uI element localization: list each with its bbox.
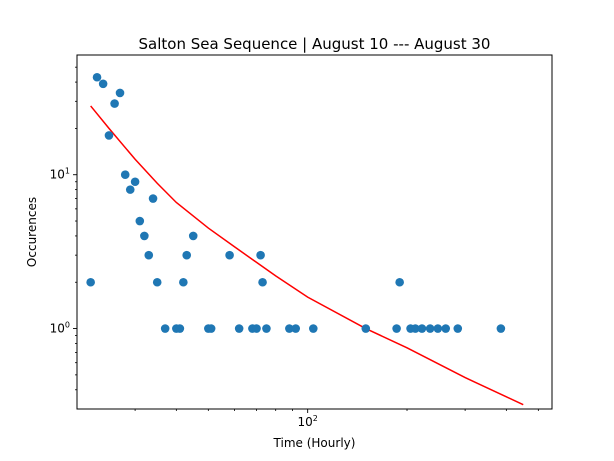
- data-point: [417, 324, 427, 333]
- chart-title: Salton Sea Sequence | August 10 --- Augu…: [139, 35, 491, 53]
- data-point: [86, 277, 95, 287]
- data-point: [98, 79, 108, 89]
- data-point: [392, 324, 401, 333]
- data-point: [135, 216, 145, 226]
- data-point: [285, 324, 294, 333]
- data-point: [125, 185, 135, 194]
- data-point: [453, 324, 463, 333]
- data-point: [256, 250, 265, 260]
- data-point: [258, 277, 267, 287]
- data-point: [433, 324, 443, 333]
- y-tick-label: 101: [50, 167, 70, 182]
- x-tick-label: 102: [297, 414, 317, 429]
- data-point: [110, 99, 119, 108]
- data-point: [234, 324, 244, 333]
- data-point: [115, 88, 125, 98]
- data-point: [140, 231, 149, 241]
- data-point: [160, 324, 170, 333]
- data-point: [152, 277, 162, 287]
- data-point: [291, 324, 301, 333]
- data-point: [188, 231, 198, 241]
- data-points: [86, 72, 506, 333]
- data-point: [104, 131, 114, 140]
- data-point: [496, 324, 506, 333]
- data-point: [225, 250, 234, 260]
- x-axis-label: Time (Hourly): [273, 436, 356, 450]
- data-point: [308, 324, 318, 333]
- data-point: [144, 250, 154, 260]
- data-point: [179, 277, 188, 287]
- data-point: [120, 170, 130, 180]
- data-point: [130, 177, 140, 187]
- data-point: [411, 324, 420, 333]
- data-point: [182, 250, 192, 260]
- x-tick-labels: 102: [297, 414, 317, 429]
- plot-frame: [76, 54, 553, 410]
- fit-curve-line: [90, 105, 524, 406]
- data-point: [92, 72, 102, 82]
- major-ticks: [73, 174, 309, 413]
- data-point: [262, 324, 271, 333]
- data-point: [206, 324, 216, 333]
- y-tick-label: 100: [50, 321, 70, 336]
- data-point: [425, 324, 435, 333]
- data-point: [175, 324, 185, 333]
- data-point: [148, 194, 158, 203]
- y-tick-labels: 100 101: [50, 167, 70, 336]
- data-point: [361, 324, 371, 333]
- data-point: [395, 277, 404, 287]
- fit-curve: [90, 105, 524, 406]
- y-axis-label: Occurences: [25, 197, 39, 267]
- plot-area: [77, 55, 552, 409]
- data-point: [252, 324, 261, 333]
- data-point: [441, 324, 451, 333]
